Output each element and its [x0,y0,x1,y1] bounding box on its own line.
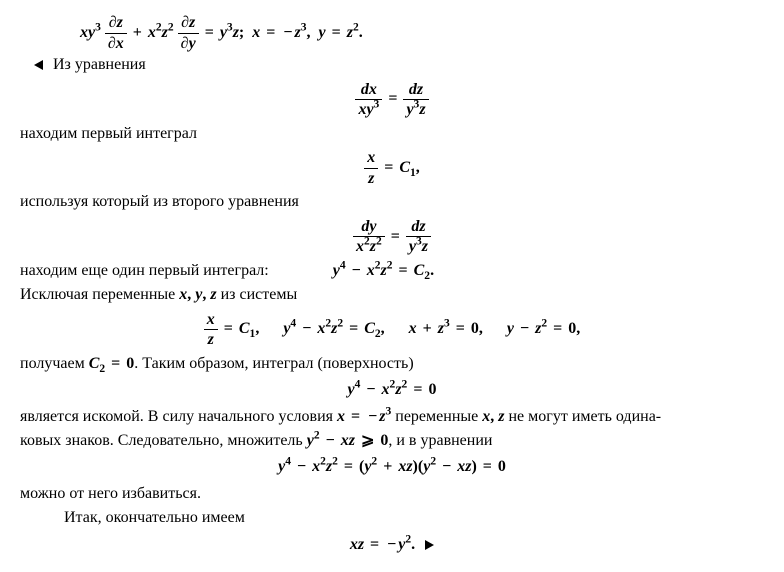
line-5a: Исключая переменные [20,286,179,303]
line-7b: переменные [395,408,482,425]
line-8: ковых знаков. Следовательно, множитель y… [20,430,764,452]
equation-7: xz = −y2. [20,534,764,556]
line-7: является искомой. В силу начального усло… [20,406,764,428]
line-9: можно от него избавиться. [20,483,764,505]
system-equations: xz = C1, y4 − x2z2 = C2, x + z3 = 0, y −… [20,311,764,349]
line-8b: , и в уравнении [388,432,492,449]
line-4: находим еще один первый интеграл: y4 − x… [20,260,764,282]
equation-1: dxxy3 = dzy3z [20,81,764,119]
line-10: Итак, окончательно имеем [20,507,764,529]
line-8a: ковых знаков. Следовательно, множитель [20,432,307,449]
equation-6: y4 − x2z2 = (y2 + xz)(y2 − xz) = 0 [20,456,764,478]
marker-end-icon [425,540,434,550]
line-7c: не могут иметь одина- [508,408,661,425]
line-8-eq: y2 − xz ⩾ 0 [307,432,389,449]
line-5: Исключая переменные x, y, z из системы [20,284,764,306]
line-6-eq: C2 = 0 [89,355,135,372]
line-5-vars: x, y, z [179,286,216,303]
line-7-eq: x = −z3 [337,408,391,425]
equation-5: y4 − x2z2 = 0 [20,379,764,401]
line-4-text: находим еще один первый интеграл: [20,262,269,279]
line-6: получаем C2 = 0. Таким образом, интеграл… [20,353,764,375]
equation-2: xz = C1, [20,149,764,187]
line-7-vars: x, z [482,408,504,425]
line-1-text: Из уравнения [53,56,146,73]
line-2: находим первый интеграл [20,123,764,145]
line-6a: получаем [20,355,89,372]
line-3: используя который из второго уравнения [20,191,764,213]
marker-start-icon [34,60,43,70]
problem-equation: xy3 ∂z∂x + x2z2 ∂z∂y = y3z; x = −z3, y =… [20,14,764,52]
line-7a: является искомой. В силу начального усло… [20,408,337,425]
line-1: Из уравнения [20,54,764,76]
line-6b: . Таким образом, интеграл (поверхность) [134,355,413,372]
equation-3: dyx2z2 = dzy3z [20,218,764,256]
line-5b: из системы [221,286,298,303]
equation-4: y4 − x2z2 = C2. [333,262,434,279]
